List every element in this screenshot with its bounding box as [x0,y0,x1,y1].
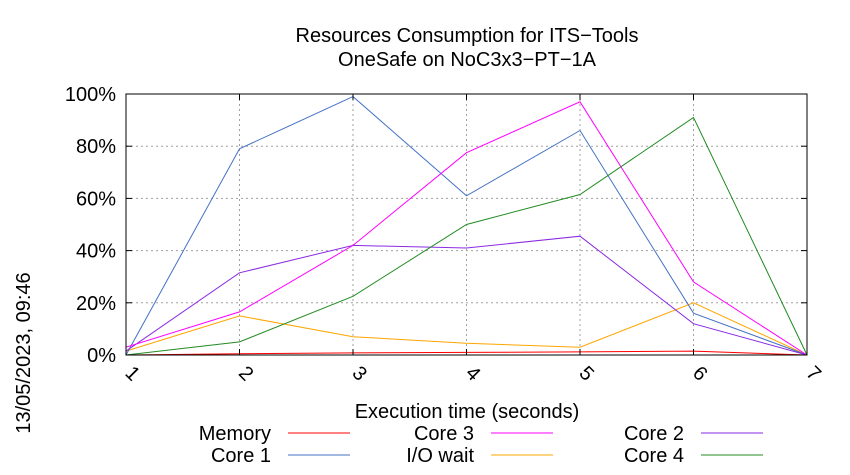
series-line-core-3 [125,101,808,356]
y-tick-label: 20% [76,293,116,315]
series-line-core-4 [125,116,808,356]
x-tick-label: 1 [121,362,144,385]
x-tick-label: 5 [575,362,598,385]
x-tick-label: 4 [461,362,484,385]
y-tick-label: 80% [76,136,116,158]
series-line-core-1 [125,96,808,356]
legend-label-core-3: Core 3 [414,423,474,445]
legend-label-core-1: Core 1 [211,445,271,467]
x-tick-label: 2 [234,362,257,385]
y-tick-label: 100% [65,84,116,106]
x-tick-label: 7 [802,362,825,385]
series-line-core-2 [125,235,808,356]
series-line-i-o-wait [125,302,808,356]
timestamp-label: 13/05/2023, 09:46 [13,272,35,433]
y-tick-label: 60% [76,188,116,210]
chart-title: Resources Consumption for ITS−Tools [296,25,639,47]
y-tick-label: 0% [87,345,116,367]
y-axis-ticks: 0% 20% 40% 60% 80% 100% [65,84,807,367]
legend-label-memory: Memory [199,423,271,445]
x-axis-ticks: 1 2 3 4 5 6 7 [121,94,825,385]
legend-label-i-o-wait: I/O wait [406,445,474,467]
x-tick-label: 3 [348,362,371,385]
x-tick-label: 6 [688,362,711,385]
x-axis-label: Execution time (seconds) [355,401,580,423]
y-tick-label: 40% [76,241,116,263]
legend-label-core-4: Core 4 [624,445,684,467]
chart-subtitle: OneSafe on NoC3x3−PT−1A [338,49,597,71]
legend-label-core-2: Core 2 [624,423,684,445]
